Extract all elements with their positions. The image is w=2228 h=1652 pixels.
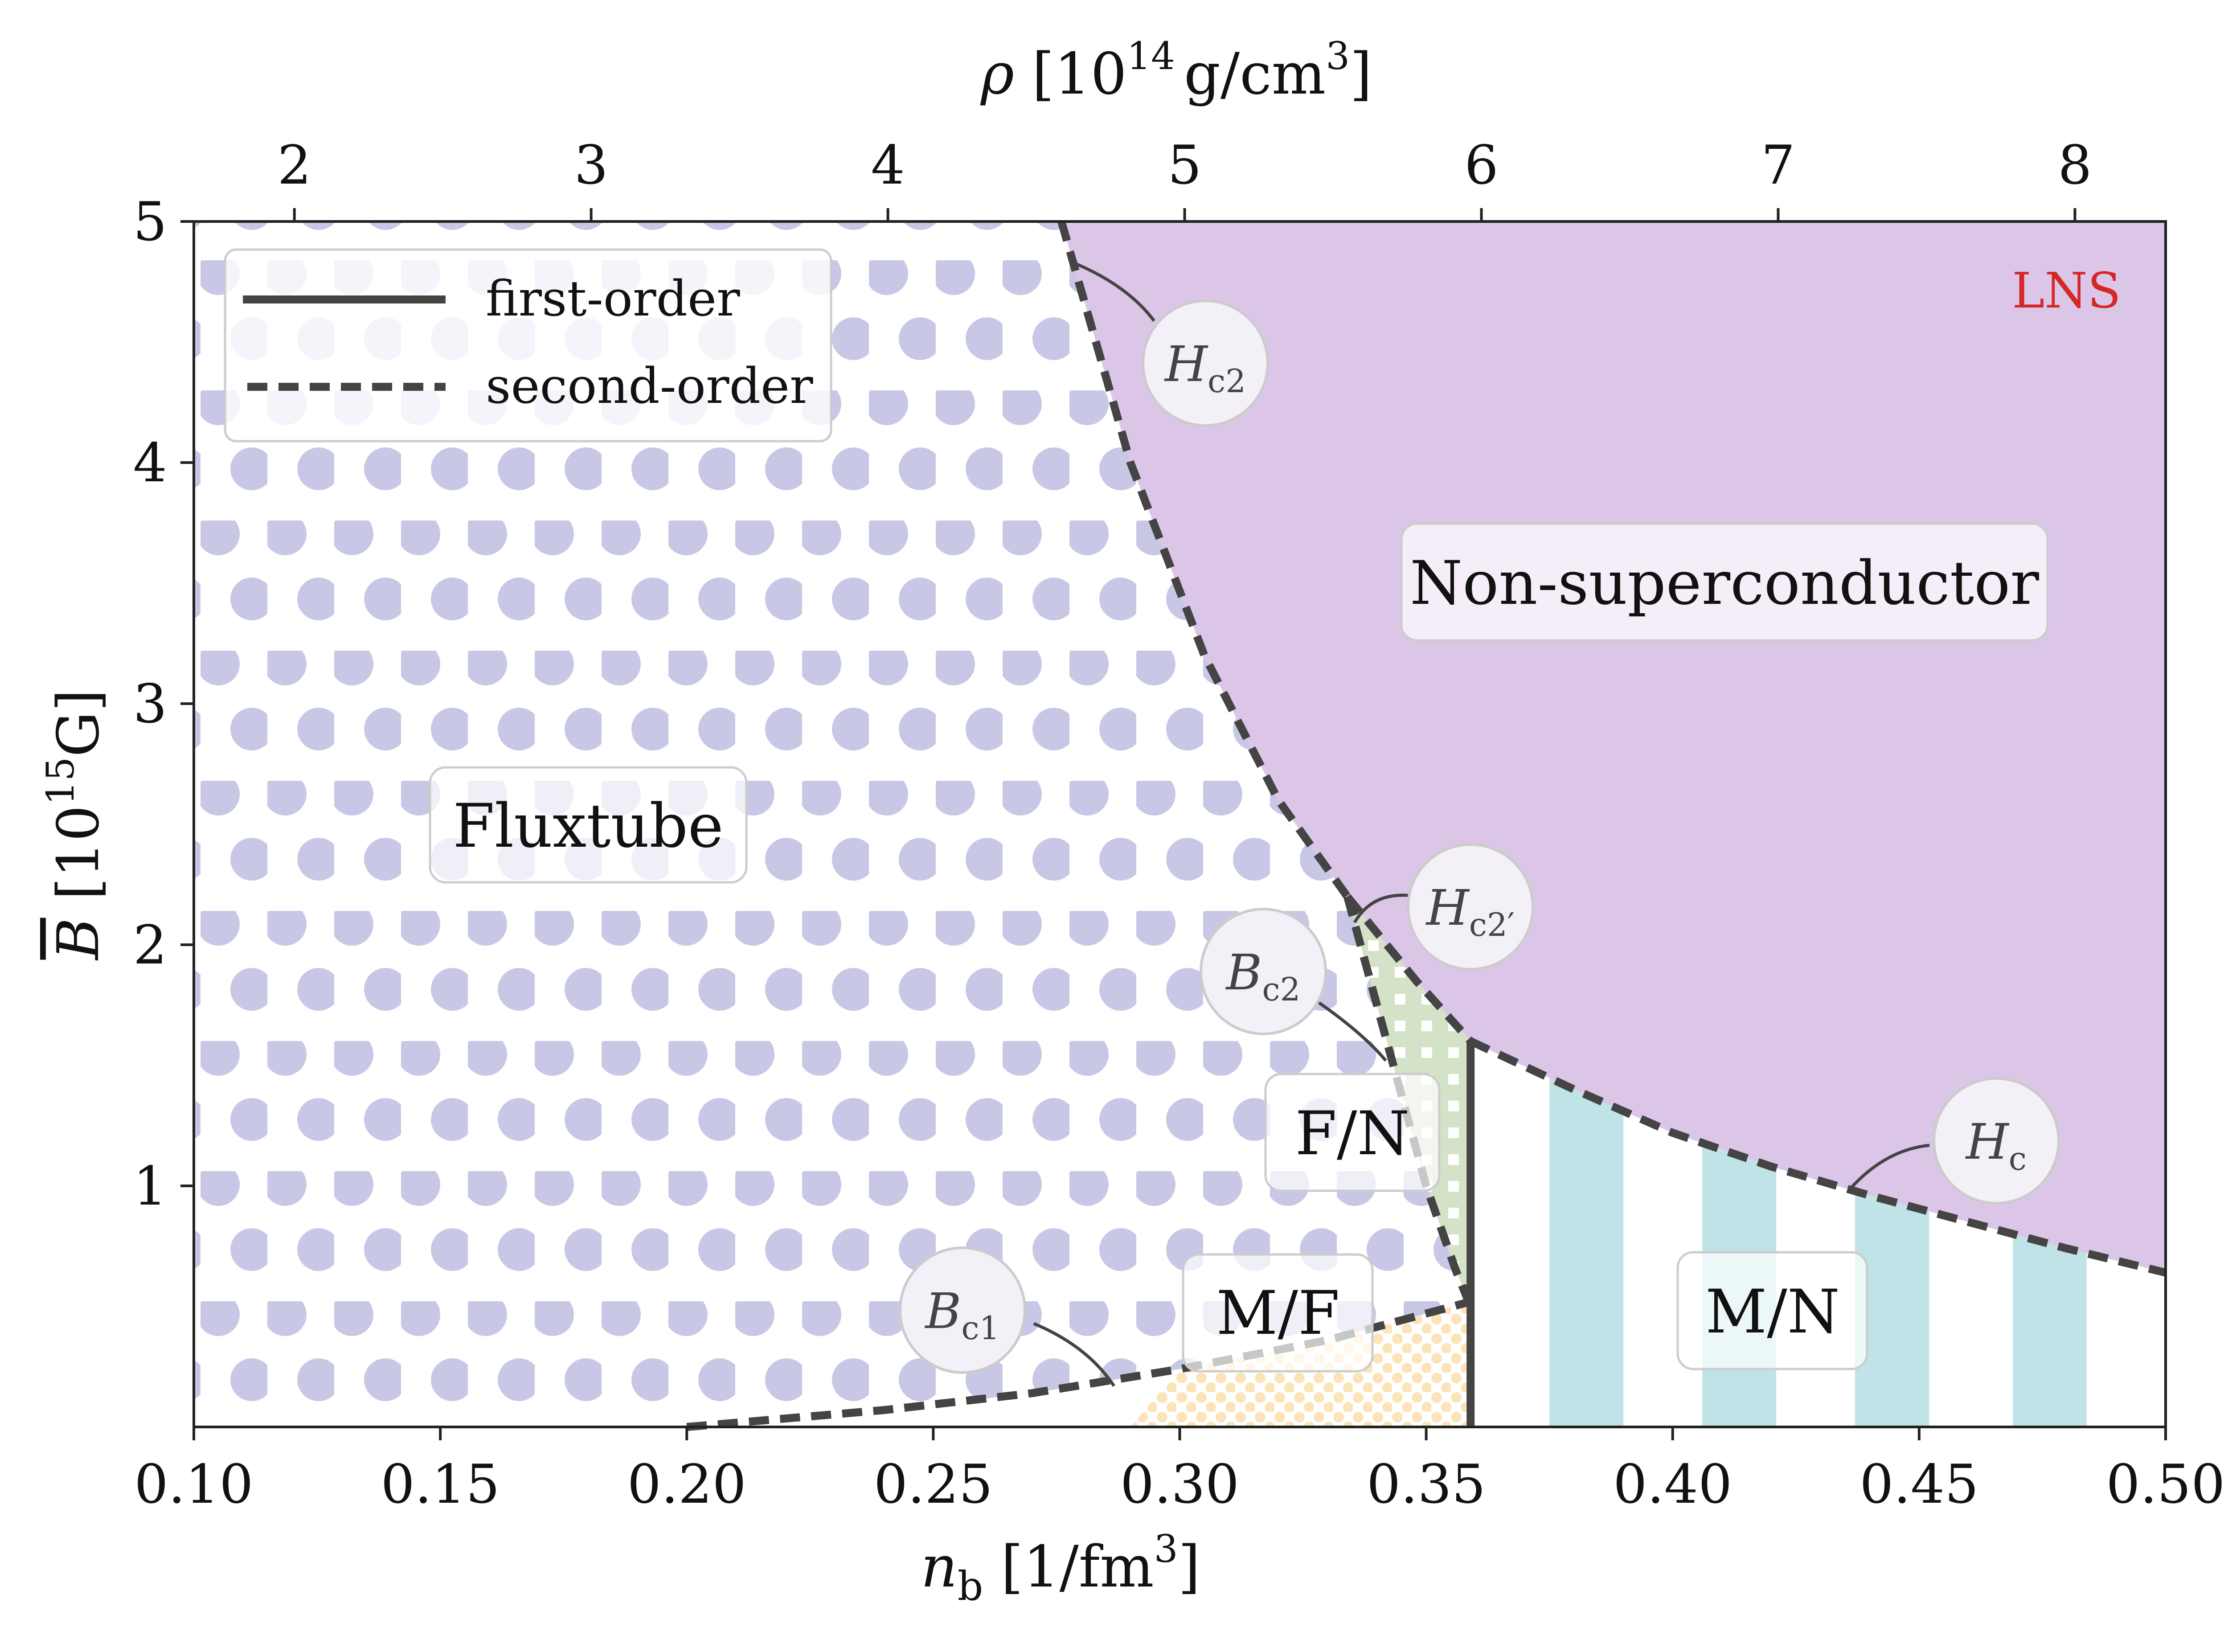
svg-text:Hc2′: Hc2′ xyxy=(1425,879,1515,943)
svg-text:M/F: M/F xyxy=(1216,1278,1339,1348)
legend: first-order second-order xyxy=(224,248,832,443)
annotation-bc2: Bc2 xyxy=(1200,908,1387,1062)
top-tick-label: 6 xyxy=(1464,135,1498,197)
top-tick-label: 5 xyxy=(1167,135,1201,197)
y-tick-label: 4 xyxy=(133,432,167,494)
svg-text:Bc2: Bc2 xyxy=(1225,944,1301,1008)
lns-label: LNS xyxy=(2012,262,2121,319)
region-label-fluxtube: Fluxtube xyxy=(429,766,748,884)
region-m-n-stripe xyxy=(1549,1078,1624,1427)
curve-h-c2 xyxy=(1057,220,1351,899)
x-tick-label: 0.40 xyxy=(1613,1454,1732,1516)
svg-text:M/N: M/N xyxy=(1705,1277,1840,1347)
annotation-hc2: Hc2 xyxy=(1073,261,1269,427)
region-label-non-superconductor: Non-superconductor xyxy=(1400,522,2049,642)
top-tick-label: 8 xyxy=(2058,135,2092,197)
top-axis-title: ρ [1014 g/cm3] xyxy=(980,34,1372,107)
curve-h-c2- xyxy=(1344,894,1474,1044)
x-tick-label: 0.50 xyxy=(2106,1454,2225,1516)
svg-text:F/N: F/N xyxy=(1295,1099,1409,1168)
region-m-n-stripe xyxy=(2013,1234,2087,1427)
region-label-f-n: F/N xyxy=(1264,1073,1441,1192)
region-label-m-f: M/F xyxy=(1182,1253,1374,1373)
region-non-superconductor xyxy=(1061,221,2166,1273)
top-tick-label: 4 xyxy=(871,135,905,197)
x-tick-label: 0.35 xyxy=(1367,1454,1486,1516)
svg-text:Bc1: Bc1 xyxy=(925,1283,1000,1347)
top-tick-label: 7 xyxy=(1761,135,1795,197)
svg-text:Fluxtube: Fluxtube xyxy=(453,791,723,861)
svg-text:Hc2: Hc2 xyxy=(1164,336,1246,400)
x-tick-label: 0.30 xyxy=(1120,1454,1239,1516)
x-tick-label: 0.15 xyxy=(381,1454,500,1516)
y-tick-label: 1 xyxy=(133,1156,167,1217)
annotation-hc: Hc xyxy=(1848,1077,2060,1205)
curve-h-c xyxy=(1469,1037,2167,1277)
x-axis-title: nb [1/fm3] xyxy=(921,1527,1200,1610)
annotation-bc1: Bc1 xyxy=(899,1246,1115,1387)
y-axis-title: B[1015G] xyxy=(39,689,112,960)
x-tick-label: 0.20 xyxy=(627,1454,746,1516)
y-tick-label: 5 xyxy=(133,191,167,253)
x-tick-label: 0.25 xyxy=(874,1454,993,1516)
axis-ticks: 0.10 0.15 0.20 0.25 0.30 0.35 0.40 0.45 0.50 1 2 3 4… xyxy=(133,135,2225,1516)
y-tick-label: 3 xyxy=(133,673,167,735)
x-tick-label: 0.10 xyxy=(134,1454,253,1516)
legend-label-first-order: first-order xyxy=(486,270,740,327)
svg-text:Hc: Hc xyxy=(1965,1113,2027,1177)
region-label-m-n: M/N xyxy=(1676,1251,1868,1370)
region-m-n-stripe xyxy=(1855,1191,1929,1427)
svg-text:Non-superconductor: Non-superconductor xyxy=(1410,548,2039,618)
annotation-hc2-prime: Hc2′ xyxy=(1353,843,1534,971)
x-tick-label: 0.45 xyxy=(1859,1454,1978,1516)
legend-label-second-order: second-order xyxy=(486,357,813,414)
top-tick-label: 3 xyxy=(574,135,608,197)
top-tick-label: 2 xyxy=(277,135,311,197)
y-tick-label: 2 xyxy=(133,914,167,976)
